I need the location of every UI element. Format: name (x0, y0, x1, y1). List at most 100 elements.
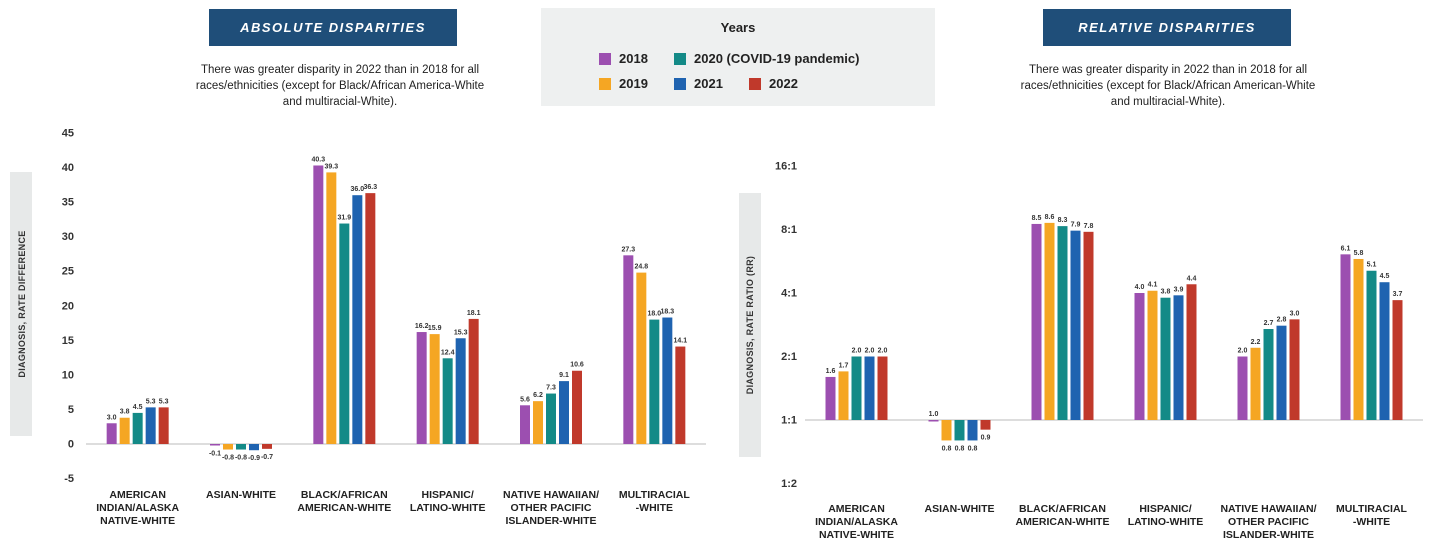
absolute-data-label: -0.8 (235, 455, 247, 462)
relative-bar (1160, 297, 1171, 420)
relative-bar (1379, 282, 1390, 420)
relative-data-label: 7.8 (1084, 223, 1094, 230)
absolute-data-label: 12.4 (441, 349, 455, 356)
relative-bar (1031, 223, 1042, 420)
absolute-bar (119, 417, 130, 444)
relative-data-label: 1.0 (929, 411, 939, 418)
absolute-bar (249, 444, 259, 451)
relative-bar (1276, 325, 1287, 420)
relative-category-label: AMERICAN (828, 503, 885, 515)
absolute-bar (210, 444, 220, 446)
absolute-category-label: NATIVE HAWAIIAN/ (503, 489, 599, 501)
absolute-data-label: 18.3 (661, 309, 675, 316)
legend-swatch (599, 77, 611, 90)
legend-label: 2022 (769, 76, 798, 91)
relative-data-label: 6.1 (1341, 245, 1351, 252)
absolute-category-label: OTHER PACIFIC (511, 502, 592, 514)
relative-data-label: 8.3 (1058, 217, 1068, 224)
absolute-bar (429, 334, 440, 444)
relative-bar (1186, 284, 1197, 420)
relative-data-label: 3.9 (1174, 286, 1184, 293)
absolute-data-label: 27.3 (622, 246, 636, 253)
absolute-y-tick-label: 35 (62, 197, 74, 209)
relative-data-label: 0.9 (981, 435, 991, 442)
relative-bar (1289, 319, 1300, 420)
absolute-category-label: AMERICAN-WHITE (297, 502, 391, 514)
relative-bar (1044, 222, 1055, 420)
absolute-category-label: MULTIRACIAL (619, 489, 691, 501)
relative-bar (851, 356, 862, 420)
absolute-bar (468, 318, 479, 444)
absolute-bar (223, 444, 233, 450)
relative-data-label: 4.0 (1135, 284, 1145, 291)
relative-bar (1083, 231, 1094, 420)
absolute-category-label: LATINO-WHITE (410, 502, 486, 514)
absolute-subtitle-line: and multiracial-White). (282, 96, 398, 108)
absolute-data-label: 16.2 (415, 323, 429, 330)
absolute-bar (636, 272, 647, 444)
legend-title: Years (720, 20, 756, 35)
relative-data-label: 5.8 (1354, 250, 1364, 257)
absolute-y-tick-label: 30 (62, 231, 74, 243)
absolute-category-label: AMERICAN (109, 489, 166, 501)
legend-item-2021: 2021 (674, 76, 723, 91)
absolute-bar (662, 317, 673, 444)
relative-category-label: MULTIRACIAL (1336, 503, 1408, 515)
absolute-data-label: -0.8 (222, 455, 234, 462)
absolute-bar (145, 407, 156, 444)
relative-bar (1134, 293, 1145, 420)
relative-category-label: INDIAN/ALASKA (815, 516, 898, 528)
absolute-bar (236, 444, 246, 450)
absolute-data-label: 31.9 (338, 215, 352, 222)
legend-item-2018: 2018 (599, 51, 648, 66)
absolute-bar (455, 338, 466, 444)
legend-label: 2021 (694, 76, 723, 91)
absolute-data-label: 15.3 (454, 329, 468, 336)
relative-bar (941, 420, 952, 441)
absolute-data-label: 15.9 (428, 325, 442, 332)
absolute-bar (313, 165, 324, 444)
absolute-y-tick-label: 20 (62, 300, 74, 312)
absolute-bar (520, 405, 530, 444)
absolute-data-label: 4.5 (133, 404, 143, 411)
absolute-bar (572, 370, 582, 444)
relative-subtitle-line: races/ethnicities (except for Black/Afri… (1020, 80, 1316, 92)
relative-bar (1057, 226, 1068, 420)
absolute-data-label: 18.1 (467, 310, 481, 317)
relative-category-label: -WHITE (1353, 516, 1390, 528)
absolute-category-label: ASIAN-WHITE (206, 489, 276, 501)
absolute-y-tick-label: 40 (62, 162, 74, 174)
absolute-category-label: NATIVE-WHITE (100, 515, 175, 527)
relative-bar (1250, 347, 1261, 420)
relative-subtitle-line: There was greater disparity in 2022 than… (1028, 64, 1308, 76)
absolute-bar (262, 444, 272, 449)
relative-data-label: 4.5 (1380, 273, 1390, 280)
absolute-data-label: 18.0 (648, 311, 662, 318)
absolute-bar (365, 193, 376, 444)
absolute-data-label: 5.3 (146, 398, 156, 405)
relative-category-label: HISPANIC/ (1139, 503, 1191, 515)
absolute-bar (352, 195, 363, 444)
absolute-data-label: -0.9 (248, 455, 260, 462)
relative-ylabel-panel (739, 193, 761, 457)
absolute-data-label: 24.8 (635, 264, 649, 271)
relative-chart: 16:18:14:12:11:11:21.61.72.0 2.0 2.0AMERIC… (775, 161, 1423, 541)
absolute-data-label: -0.7 (261, 454, 273, 461)
absolute-disparities-banner: ABSOLUTE DISPARITIES (209, 9, 457, 46)
absolute-bar (106, 423, 117, 444)
relative-y-tick-label: 1:2 (781, 478, 797, 490)
absolute-category-label: BLACK/AFRICAN (301, 489, 388, 501)
relative-data-label: 1.7 (839, 362, 849, 369)
relative-data-label: 4.4 (1187, 275, 1197, 282)
relative-subtitle-line: and multiracial-White). (1110, 96, 1226, 108)
absolute-ylabel-panel (10, 172, 32, 436)
relative-bar (1353, 258, 1364, 420)
relative-bar (838, 371, 849, 420)
relative-category-label: LATINO-WHITE (1128, 516, 1204, 528)
absolute-subtitle-line: races/ethnicities (except for Black/Afri… (195, 80, 485, 92)
absolute-disparities-title: ABSOLUTE DISPARITIES (240, 20, 426, 35)
relative-data-label: 0.8 (968, 445, 978, 452)
absolute-category-label: -WHITE (636, 502, 673, 514)
